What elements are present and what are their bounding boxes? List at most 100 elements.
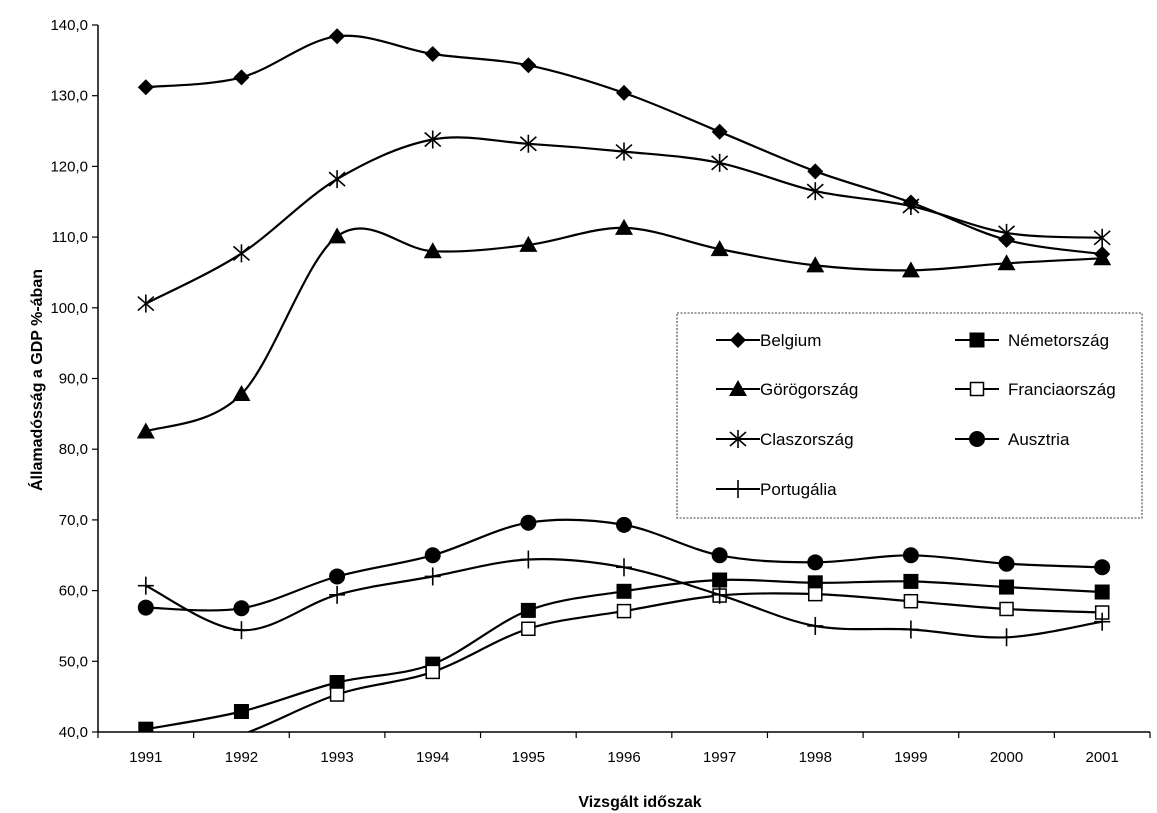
data-point <box>520 514 537 531</box>
x-tick-label: 2001 <box>1085 749 1118 766</box>
data-point <box>328 170 346 189</box>
data-point <box>903 593 919 609</box>
data-point <box>424 130 442 149</box>
legend-item: Görögország <box>716 380 858 399</box>
data-point <box>424 547 441 564</box>
data-point <box>807 575 823 591</box>
data-point <box>520 602 536 618</box>
data-point <box>329 585 346 604</box>
legend-item: Németország <box>955 331 1109 350</box>
series-nemetorszag <box>138 572 1110 732</box>
y-axis-ticks: 40,0 50,0 60,0 70,0 80,0 90,0 100,0 110,0 120,0 1… <box>50 17 98 741</box>
data-point <box>232 244 250 263</box>
series-line <box>145 226 1103 433</box>
data-point <box>137 79 154 96</box>
data-point <box>425 664 440 680</box>
x-axis-title: Vizsgált időszak <box>578 794 701 811</box>
series-gorogorszag <box>136 218 1112 439</box>
y-tick-label: 50,0 <box>59 653 88 670</box>
data-point <box>902 196 920 215</box>
data-point <box>615 218 633 235</box>
data-point <box>1093 249 1112 266</box>
data-point <box>902 547 919 564</box>
data-point <box>901 261 920 278</box>
x-tick-label: 1997 <box>703 749 736 766</box>
data-point <box>807 163 824 180</box>
data-point <box>233 600 250 617</box>
x-tick-label: 1998 <box>799 749 832 766</box>
legend-item: Portugália <box>716 480 837 499</box>
data-point <box>329 687 345 702</box>
y-axis-title: Államadósság a GDP %-ában <box>27 269 46 491</box>
legend-item: Belgium <box>716 331 821 350</box>
y-tick-label: 70,0 <box>59 512 88 529</box>
legend-swatch-marker <box>730 480 746 498</box>
x-tick-label: 1996 <box>607 749 640 766</box>
legend-swatch-marker <box>969 431 985 447</box>
y-tick-label: 100,0 <box>50 300 88 317</box>
data-point <box>710 240 729 257</box>
x-tick-label: 2000 <box>990 749 1023 766</box>
data-point <box>616 583 632 599</box>
legend-label: Németország <box>1008 331 1109 350</box>
x-tick-label: 1995 <box>512 749 545 766</box>
x-axis-ticks: 1991 1992 1993 1994 1995 1996 1997 1998 1999 2000… <box>97 732 1151 766</box>
data-point <box>1094 612 1111 631</box>
data-point <box>520 57 537 74</box>
data-point <box>616 84 632 101</box>
data-point <box>903 573 919 589</box>
data-point <box>998 555 1015 572</box>
legend-swatch-marker <box>969 381 985 397</box>
y-tick-label: 80,0 <box>59 441 88 458</box>
y-tick-label: 110,0 <box>52 229 88 246</box>
legend: Belgium Németország Görögország Franciaorsz… <box>676 312 1143 519</box>
legend-swatch-marker <box>730 332 746 348</box>
series-olaszorszag <box>137 130 1111 313</box>
data-point <box>616 558 632 577</box>
data-point <box>328 227 347 244</box>
data-point <box>329 28 346 45</box>
x-tick-label: 1993 <box>320 749 353 766</box>
x-tick-label: 1999 <box>894 749 927 766</box>
data-point <box>616 603 632 619</box>
legend-label: Claszország <box>760 430 854 449</box>
data-point <box>807 616 824 635</box>
legend-item: Claszország <box>716 430 854 449</box>
data-point <box>807 554 824 571</box>
data-point <box>997 254 1016 271</box>
data-point <box>519 235 538 252</box>
data-point <box>999 579 1015 595</box>
series-layer <box>136 28 1112 732</box>
series-ausztria <box>137 514 1111 617</box>
data-point <box>137 294 155 313</box>
data-point <box>999 601 1014 617</box>
data-point <box>423 242 442 259</box>
data-point <box>902 620 919 639</box>
data-point <box>519 134 537 153</box>
legend-swatch-marker <box>969 332 985 348</box>
data-point <box>1094 559 1111 576</box>
series-portugalia <box>137 550 1111 647</box>
x-tick-label: 1992 <box>225 749 258 766</box>
y-tick-label: 90,0 <box>59 371 88 388</box>
data-point <box>712 572 728 588</box>
data-point <box>998 628 1015 647</box>
data-point <box>137 576 154 595</box>
legend-label: Franciaország <box>1008 380 1116 399</box>
legend-label: Portugália <box>760 480 837 499</box>
legend-item: Ausztria <box>955 430 1070 449</box>
y-tick-label: 140,0 <box>50 17 88 34</box>
data-point <box>137 599 154 616</box>
data-point <box>136 422 155 439</box>
data-point <box>233 703 249 719</box>
data-point <box>424 567 441 586</box>
data-point <box>711 123 728 140</box>
series-franciaorszag <box>245 586 1110 732</box>
x-tick-label: 1991 <box>129 749 162 766</box>
data-point <box>1093 228 1111 247</box>
data-point <box>1094 584 1110 600</box>
data-point <box>424 45 441 62</box>
y-tick-label: 120,0 <box>50 158 88 175</box>
data-point <box>233 621 250 640</box>
